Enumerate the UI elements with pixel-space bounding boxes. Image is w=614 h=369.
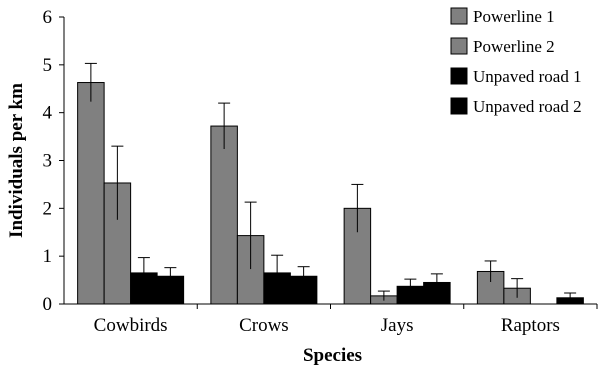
y-tick-label: 0 bbox=[43, 294, 53, 315]
x-tick-label: Crows bbox=[239, 315, 289, 336]
x-axis-ticks: Cowbirds Crows Jays Raptors bbox=[94, 304, 598, 336]
y-tick-label: 1 bbox=[43, 246, 53, 267]
y-axis-title: Individuals per km bbox=[6, 83, 27, 238]
legend-swatch bbox=[450, 97, 468, 115]
legend-label: Powerline 2 bbox=[473, 37, 555, 56]
x-tick-label: Raptors bbox=[501, 315, 560, 336]
y-tick-label: 2 bbox=[43, 198, 53, 219]
bar bbox=[289, 275, 318, 305]
legend-label: Unpaved road 2 bbox=[473, 97, 582, 116]
bar bbox=[77, 82, 105, 305]
error-bars-group bbox=[84, 62, 577, 303]
legend-swatch bbox=[450, 37, 468, 55]
legend-label: Powerline 1 bbox=[473, 7, 555, 26]
x-axis-title: Species bbox=[303, 345, 362, 366]
y-tick-label: 6 bbox=[43, 7, 53, 28]
y-tick-label: 4 bbox=[43, 103, 53, 124]
bar bbox=[210, 125, 238, 305]
y-tick-label: 3 bbox=[43, 151, 53, 172]
legend-swatch bbox=[450, 7, 468, 25]
legend: Powerline 1 Powerline 2 Unpaved road 1 Unpa… bbox=[450, 7, 582, 116]
y-axis-ticks: 0 1 2 3 4 5 6 bbox=[43, 7, 64, 315]
x-tick-label: Cowbirds bbox=[94, 315, 168, 336]
legend-label: Unpaved road 1 bbox=[473, 67, 582, 86]
x-tick-label: Jays bbox=[381, 315, 414, 336]
y-tick-label: 5 bbox=[43, 55, 53, 76]
legend-swatch bbox=[450, 67, 468, 85]
